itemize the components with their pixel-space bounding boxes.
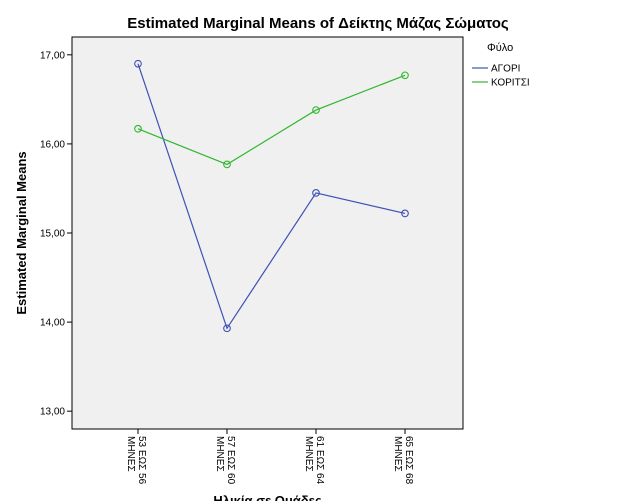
series-line	[137, 74, 406, 166]
x-tick-label: 65 ΕΩΣ 68ΜΗΝΕΣ	[392, 436, 414, 485]
x-axis-label: Ηλικία σε Ομάδες	[213, 493, 321, 501]
data-point	[134, 59, 142, 68]
data-point	[312, 189, 320, 197]
data-point	[401, 209, 409, 218]
data-point	[223, 160, 231, 169]
data-point	[223, 324, 231, 333]
data-point	[134, 124, 142, 133]
data-point	[401, 71, 409, 80]
y-tick-label: 14,00	[40, 318, 65, 329]
x-tick-label: 57 ΕΩΣ 60ΜΗΝΕΣ	[214, 436, 236, 485]
y-tick-label: 13,00	[40, 407, 65, 418]
y-axis-label: Estimated Marginal Means	[14, 151, 29, 314]
x-tick-label: 61 ΕΩΣ 64ΜΗΝΕΣ	[303, 436, 325, 485]
x-tick-label: 53 ΕΩΣ 56ΜΗΝΕΣ	[125, 436, 147, 485]
legend-entry-label: ΑΓΟΡΙ	[491, 64, 520, 75]
plot-area	[71, 36, 464, 430]
chart-title: Estimated Marginal Means of Δείκτης Μάζα…	[127, 15, 509, 32]
data-point	[312, 106, 320, 114]
y-tick-label: 16,00	[40, 139, 65, 150]
x-axis: 53 ΕΩΣ 56ΜΗΝΕΣ 57 ΕΩΣ 60ΜΗΝΕΣ 61 ΕΩΣ 64ΜΗΝ…	[125, 429, 414, 485]
series-layer	[134, 59, 409, 333]
legend: Φύλο ΑΓΟΡΙ ΚΟΡΙΤΣΙ	[472, 42, 530, 89]
legend-title: Φύλο	[487, 42, 513, 54]
y-tick-label: 15,00	[40, 229, 65, 240]
y-axis: 13,00 14,00 15,00 16,00 17,00	[40, 50, 72, 418]
legend-entry-label: ΚΟΡΙΤΣΙ	[491, 78, 530, 89]
y-tick-label: 17,00	[40, 50, 65, 61]
series-line	[137, 63, 406, 330]
